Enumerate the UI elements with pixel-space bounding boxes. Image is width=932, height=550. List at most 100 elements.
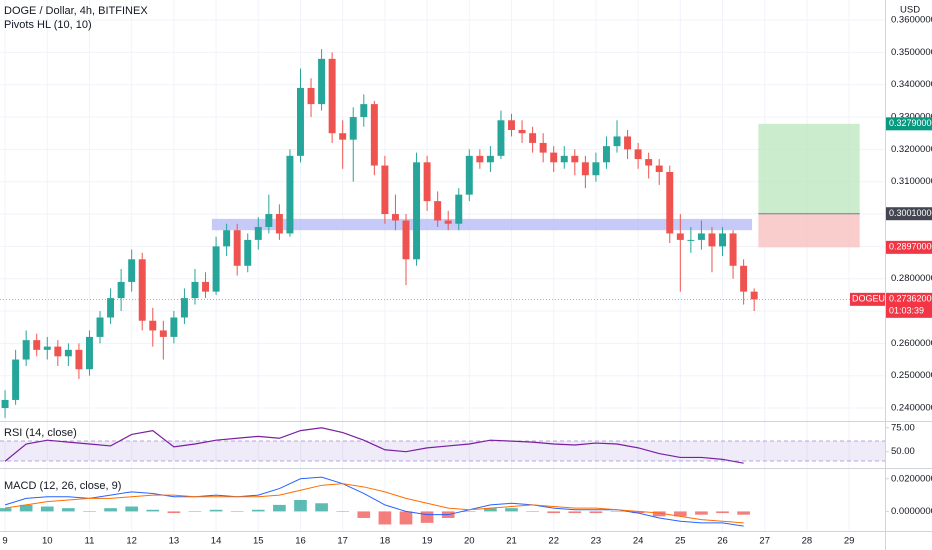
entry-label: 0.30010000: [889, 208, 932, 218]
chart-title: DOGE / Dollar, 4h, BITFINEX: [4, 5, 148, 17]
candle-body: [592, 162, 600, 176]
candle-body: [539, 142, 547, 153]
candle-body: [33, 340, 41, 350]
candle-body: [191, 281, 199, 299]
signal-line: [4, 483, 744, 524]
candle-body: [550, 152, 558, 163]
candle-body: [244, 239, 252, 266]
candle-body: [107, 298, 115, 318]
candle-body: [170, 317, 178, 337]
macd-histogram-bar: [695, 511, 708, 515]
stop-label-box: [886, 240, 932, 254]
candle-body: [687, 239, 695, 241]
entry-label-box: [886, 207, 932, 221]
y-tick-label: 0.32000000: [891, 144, 932, 155]
candle-body: [22, 340, 30, 360]
last-price-box: [886, 292, 932, 318]
candle-body: [655, 165, 663, 173]
macd-histogram-bar: [273, 504, 286, 512]
x-tick-label: 25: [675, 536, 686, 547]
candle-body: [286, 155, 294, 234]
candle-body: [180, 298, 188, 318]
rsi-band: [0, 441, 885, 461]
x-tick-label: 29: [844, 536, 855, 547]
macd-histogram-bar: [420, 511, 434, 523]
position-profit: [758, 123, 860, 214]
y-tick-label: 75.00: [891, 422, 915, 433]
y-tick-label: 0.31000000: [891, 176, 932, 187]
candle-body: [318, 58, 326, 105]
candle-body: [223, 230, 231, 247]
macd-histogram-bar: [336, 511, 350, 512]
x-tick-label: 20: [464, 536, 475, 547]
candle-body: [676, 233, 684, 240]
labels: 9 10 11 12 13 14 15 16 17 18 19 20 21 22 23 24 25 26 27 28 2…: [2, 15, 932, 547]
currency-label: USD: [900, 5, 920, 16]
candle-body: [381, 165, 389, 215]
x-tick-label: 28: [802, 536, 813, 547]
macd-histogram-bar: [568, 511, 582, 514]
macd-histogram-bar: [0, 508, 12, 512]
candle-body: [307, 87, 315, 105]
macd-histogram-bar: [526, 511, 539, 512]
candle-body: [297, 87, 304, 156]
candle-body: [202, 281, 210, 292]
x-tick-label: 16: [295, 536, 306, 547]
candle-body: [128, 259, 136, 282]
macd-histogram-bar: [737, 511, 750, 515]
x-tick-label: 9: [2, 536, 7, 547]
x-tick-label: 12: [126, 536, 137, 547]
macd-histogram-bar: [294, 500, 307, 512]
y-tick-label: 0.02000000: [891, 473, 932, 484]
macd-histogram-bar: [125, 506, 139, 512]
candle-body: [444, 220, 452, 224]
countdown-label: 01:03:39: [889, 306, 924, 316]
candle-body: [360, 104, 368, 118]
indicator-title: Pivots HL (10, 10): [4, 19, 92, 31]
rsi-line: [4, 427, 744, 464]
macd-histogram-bar: [209, 509, 223, 512]
macd-histogram-bar: [378, 511, 392, 525]
x-tick-label: 21: [506, 536, 517, 547]
candle-body: [497, 120, 505, 156]
macd-histogram-bar: [547, 511, 561, 514]
y-tick-label: 0.26000000: [891, 338, 932, 349]
x-tick-label: 24: [633, 536, 644, 547]
macd-histogram-bar: [716, 511, 729, 514]
candle-body: [413, 162, 421, 260]
candle-body: [697, 233, 705, 240]
candle-body: [486, 155, 494, 163]
candle-body: [275, 214, 283, 234]
macd-histogram-bar: [610, 511, 624, 512]
macd-histogram-bar: [673, 511, 687, 517]
macd-histogram-bar: [462, 511, 476, 512]
x-tick-label: 13: [169, 536, 180, 547]
candle-body: [212, 246, 220, 292]
candle-body: [159, 330, 167, 337]
candle-body: [465, 155, 473, 195]
x-tick-label: 18: [380, 536, 391, 547]
candle-body: [117, 281, 125, 299]
y-tick-label: 50.00: [891, 446, 915, 457]
y-tick-label: 0.34000000: [891, 79, 932, 90]
candle-body: [529, 133, 537, 143]
macd-histogram-bar: [83, 511, 96, 512]
candle-body: [613, 136, 621, 147]
candle-body: [265, 214, 273, 227]
candle-body: [750, 291, 758, 300]
candle-body: [719, 233, 726, 247]
macd-histogram-bar: [357, 511, 371, 518]
x-tick-label: 27: [759, 536, 770, 547]
candle-body: [328, 58, 336, 134]
x-tick-label: 15: [253, 536, 264, 547]
candle-body: [708, 233, 716, 247]
candle-body: [402, 220, 410, 260]
macd-histogram-bar: [399, 511, 413, 525]
macd-histogram-bar: [505, 508, 518, 512]
y-tick-label: 0.28000000: [891, 273, 932, 284]
candle-body: [455, 194, 463, 224]
x-tick-label: 14: [211, 536, 222, 547]
macd-histogram-bar: [104, 508, 117, 512]
